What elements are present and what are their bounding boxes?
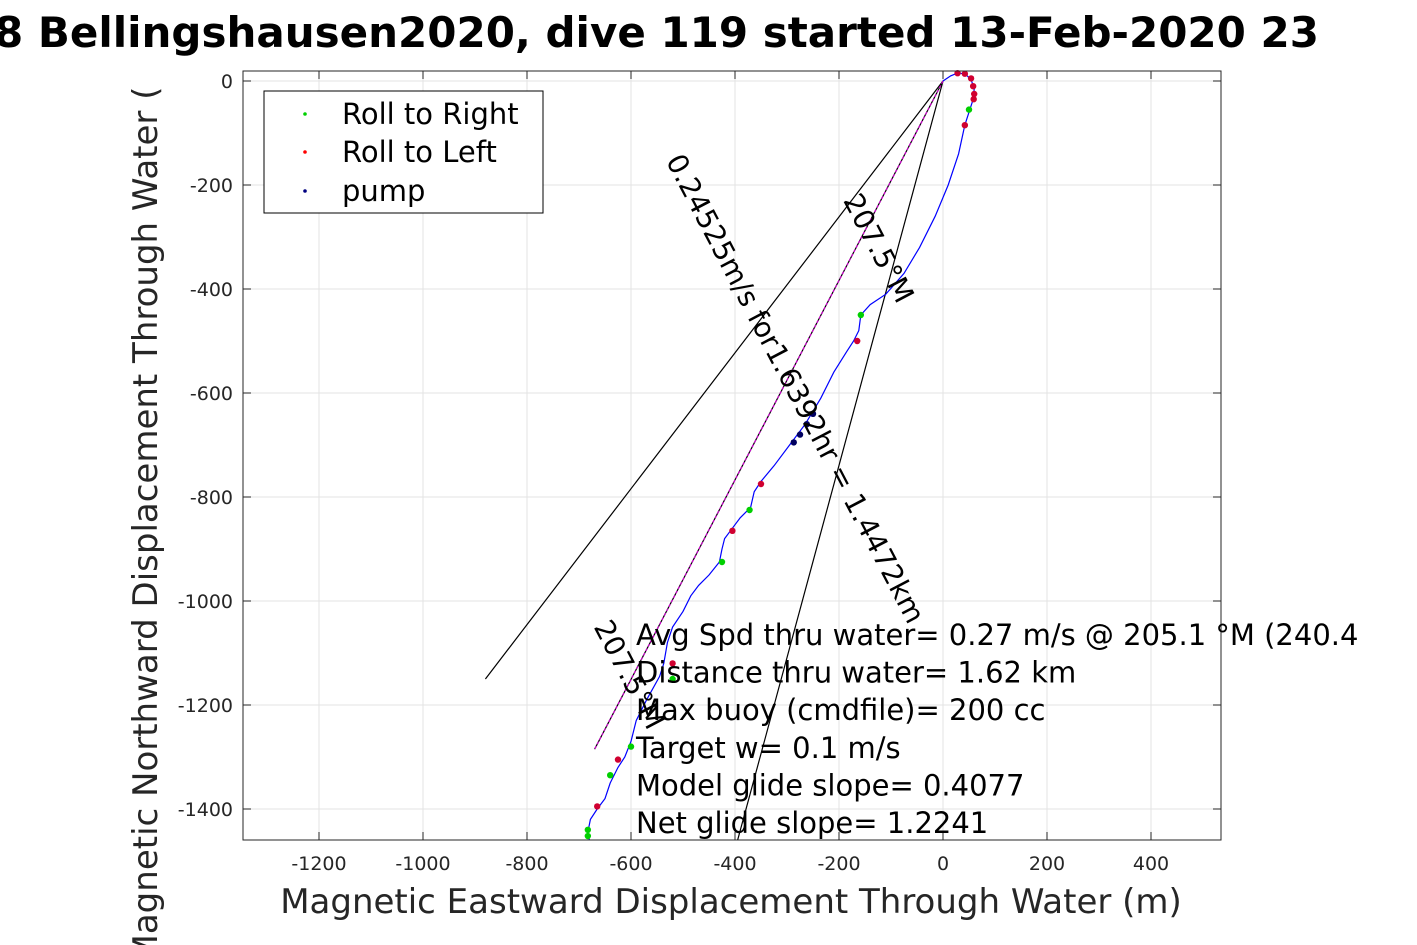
- y-tick-label: -1200: [178, 695, 233, 717]
- x-tick-label: -200: [817, 853, 860, 875]
- track-line: [587, 72, 975, 841]
- y-ticks: 0 -200 -400 -600 -800 -1000 -1200 -1400: [178, 71, 1221, 821]
- x-tick-label: 400: [1133, 853, 1169, 875]
- legend-box: [263, 90, 544, 214]
- annotation-line: Max buoy (cmdfile)= 200 cc: [636, 693, 1045, 727]
- y-tick-label: -1400: [178, 799, 233, 821]
- heading-line: [484, 80, 944, 680]
- roll-left-point: [854, 337, 861, 345]
- roll-left-point: [967, 75, 975, 82]
- annotation-line: Avg Spd thru water= 0.27 m/s @ 205.1 °M …: [636, 618, 1358, 652]
- legend-label-roll-left: Roll to Left: [342, 135, 497, 169]
- x-tick-label: -800: [505, 853, 548, 875]
- x-tick-label: -1200: [291, 853, 346, 875]
- legend-marker-roll-right: [303, 112, 307, 116]
- roll-right-point: [627, 743, 635, 750]
- heading-lines: [484, 80, 944, 841]
- y-tick-label: -400: [190, 279, 233, 301]
- annotation-line: Distance thru water= 1.62 km: [636, 656, 1076, 690]
- roll-right-point: [746, 506, 753, 514]
- roll-right-point: [584, 826, 592, 833]
- x-ticks: -1200 -1000 -800 -600 -400 -200 0 200 400: [291, 71, 1169, 875]
- x-tick-label: -1000: [395, 853, 450, 875]
- x-axis-label: Magnetic Eastward Displacement Through W…: [280, 882, 1182, 922]
- y-tick-label: -200: [190, 175, 233, 197]
- annotation-line: Net glide slope= 1.2241: [636, 806, 988, 840]
- roll-left-point: [729, 527, 736, 534]
- x-tick-label: -600: [609, 853, 652, 875]
- roll-right-point: [965, 106, 973, 113]
- pump-point: [809, 410, 817, 417]
- y-tick-label: -800: [190, 487, 233, 509]
- y-tick-label: -600: [190, 383, 233, 405]
- roll-left-point: [594, 803, 601, 810]
- average-velocity-line: [594, 80, 944, 750]
- rotated-label: 0.24525m/s for1.6392hr = 1.4472km: [659, 149, 931, 629]
- legend-label-roll-right: Roll to Right: [342, 97, 519, 131]
- legend-label-pump: pump: [342, 174, 425, 208]
- roll-left-point: [954, 70, 961, 77]
- x-tick-label: -400: [713, 853, 756, 875]
- roll-left-point: [757, 480, 765, 488]
- roll-right-point: [584, 832, 592, 840]
- y-tick-label: -1000: [178, 591, 233, 613]
- roll-right-point: [607, 772, 614, 779]
- annotations: Avg Spd thru water= 0.27 m/s @ 205.1 °M …: [635, 618, 1358, 840]
- x-tick-label: 0: [937, 853, 949, 875]
- roll-left-point: [971, 90, 978, 98]
- y-tick-label: 0: [221, 71, 233, 93]
- legend-marker-pump: [303, 189, 307, 193]
- roll-left-point: [961, 70, 969, 77]
- rotated-label: 207.5°M: [837, 188, 921, 308]
- roll-left-point: [669, 660, 676, 667]
- pump-point: [803, 421, 810, 428]
- x-tick-label: 200: [1029, 853, 1065, 875]
- pump-point: [796, 431, 804, 438]
- roll-left-point: [961, 122, 969, 129]
- roll-points: [584, 70, 978, 840]
- legend-marker-roll-left: [303, 150, 307, 154]
- roll-right-point: [669, 675, 676, 683]
- roll-left-point: [970, 96, 977, 103]
- annotation-line: Model glide slope= 0.4077: [636, 768, 1024, 802]
- pump-point: [790, 439, 797, 446]
- roll-left-point: [969, 83, 977, 90]
- roll-right-point: [718, 558, 726, 566]
- chart-title: 8 Bellingshausen2020, dive 119 started 1…: [0, 8, 1319, 57]
- annotation-line: Target w= 0.1 m/s: [635, 731, 901, 765]
- track: [587, 72, 975, 841]
- heading-line: [737, 80, 944, 841]
- legend: Roll to Right Roll to Left pump: [263, 90, 544, 214]
- plot-area-frame: [242, 70, 1222, 841]
- roll-right-point: [857, 311, 865, 319]
- y-axis-label: Magnetic Northward Displacement Through …: [126, 87, 166, 945]
- roll-left-point: [614, 756, 622, 763]
